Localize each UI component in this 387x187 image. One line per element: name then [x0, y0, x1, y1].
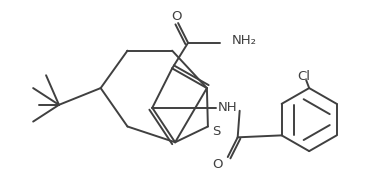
Text: NH: NH	[218, 101, 238, 114]
Text: O: O	[171, 10, 182, 23]
Text: O: O	[212, 158, 223, 171]
Text: NH₂: NH₂	[232, 34, 257, 47]
Text: Cl: Cl	[298, 70, 311, 83]
Text: S: S	[212, 125, 220, 138]
